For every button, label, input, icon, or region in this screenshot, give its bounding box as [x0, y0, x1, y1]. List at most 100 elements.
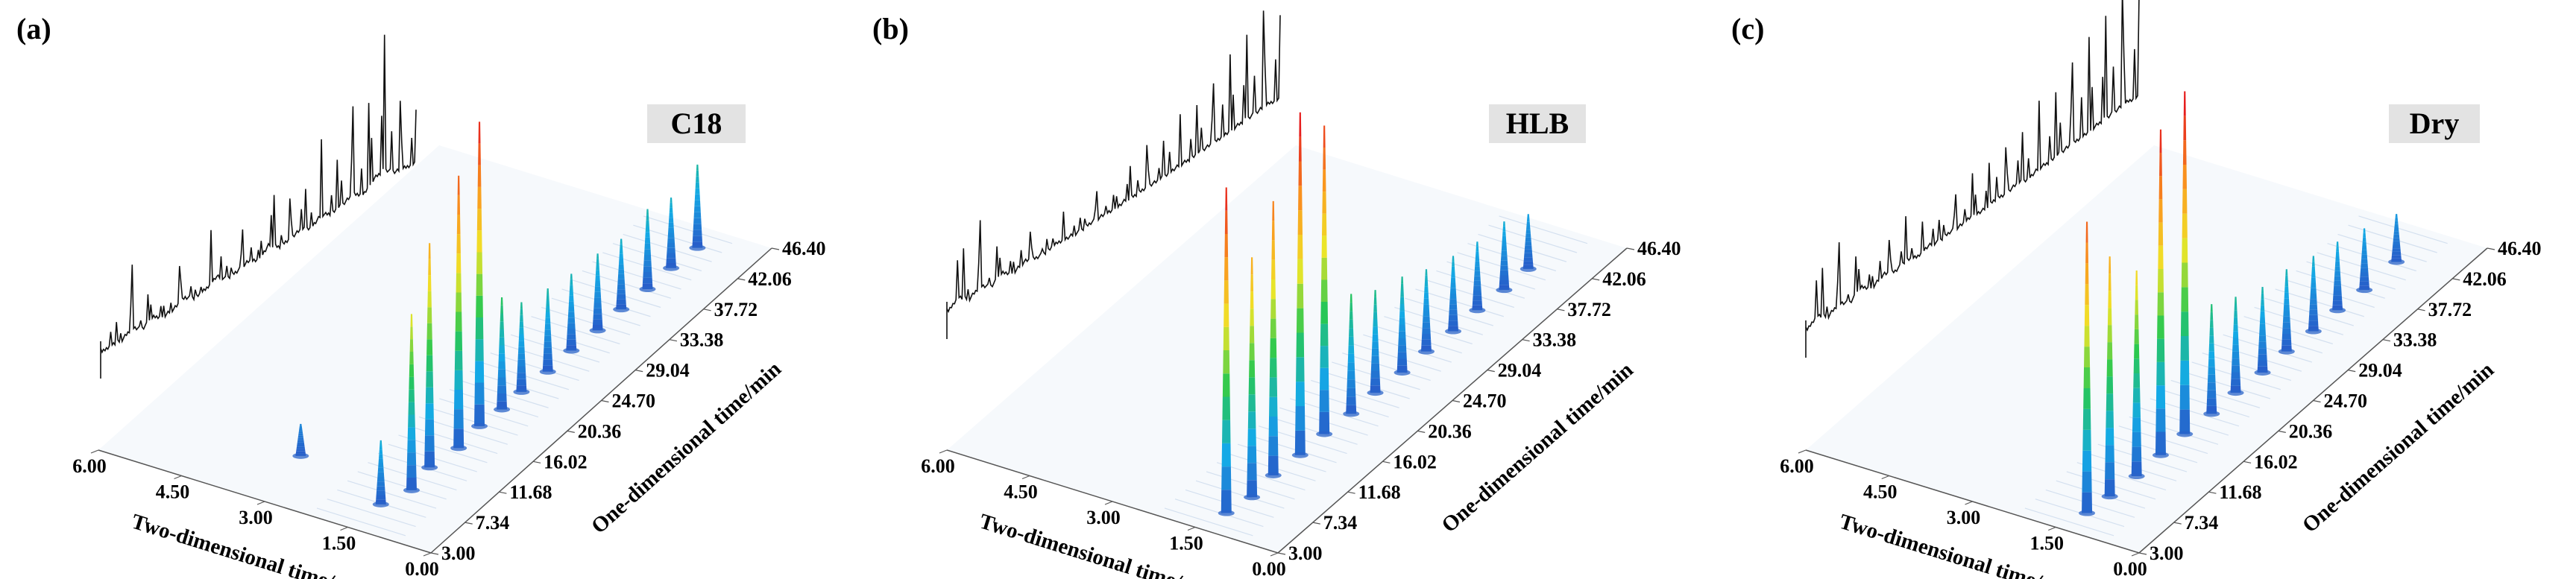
y-tick-label: 11.68 — [509, 481, 552, 503]
floor-streak — [2129, 416, 2219, 445]
surface-peak — [2101, 256, 2118, 500]
y-tick-label: 37.72 — [1567, 299, 1611, 320]
floor-streak — [2348, 224, 2437, 253]
y-tick-mark — [499, 491, 507, 494]
y-tick-label: 37.72 — [714, 299, 758, 320]
x-tick-mark — [1798, 449, 1807, 454]
y-tick-label: 3.00 — [1288, 542, 1323, 564]
y-tick-label: 33.38 — [680, 329, 724, 351]
floor-streak — [2358, 215, 2448, 244]
floor-streak — [327, 499, 416, 528]
y-tick-label: 29.04 — [1498, 360, 1542, 382]
x-tick-label: 4.50 — [1863, 481, 1898, 503]
y-tick-mark — [2452, 278, 2460, 281]
floor-streak — [2108, 434, 2198, 463]
floor-streak — [2264, 297, 2354, 326]
x-tick-label: 1.50 — [322, 533, 356, 554]
y-tick-label: 46.40 — [782, 238, 826, 259]
floor-streak — [2024, 507, 2114, 537]
x-tick-mark — [1187, 526, 1196, 531]
y-tick-label: 37.72 — [2428, 299, 2472, 320]
y-tick-mark — [2348, 370, 2356, 373]
floor-streak — [2306, 261, 2396, 290]
surface-peak — [292, 423, 309, 459]
surface-peak — [2356, 228, 2373, 294]
surface-peak — [589, 253, 606, 334]
surface-peak — [2278, 269, 2295, 355]
floor-plane — [1806, 145, 2487, 553]
x-tick-mark — [90, 449, 99, 454]
floor-streak — [1373, 325, 1462, 354]
tic-trace — [946, 10, 1281, 314]
floor-streak — [520, 325, 610, 354]
y-tick-mark — [465, 522, 473, 525]
y-tick-mark — [2382, 339, 2391, 342]
surface-peak — [494, 297, 511, 413]
floor-streak — [1342, 352, 1431, 382]
y-tick-mark — [532, 461, 541, 463]
floor-streak — [2233, 325, 2323, 354]
y-tick-mark — [430, 552, 439, 555]
floor-streak — [409, 425, 498, 455]
y-tick-label: 11.68 — [2219, 481, 2261, 503]
x-tick-mark — [1270, 552, 1279, 557]
floor-streak — [643, 215, 733, 244]
y-tick-label: 42.06 — [748, 268, 792, 290]
x-tick-label: 6.00 — [921, 455, 955, 477]
y-tick-mark — [1277, 552, 1286, 555]
surface-peak — [471, 121, 488, 429]
panel-a: (a) C18 6.00 4.50 3.00 1.50 0.00 3.00 7.34 11.68 1… — [0, 0, 858, 579]
y-tick-mark — [2417, 309, 2425, 311]
x-tick-label: 3.00 — [1947, 507, 1981, 528]
surface-peak — [1367, 290, 1384, 396]
floor-streak — [2181, 370, 2271, 399]
x-tick-mark — [256, 501, 265, 505]
x-tick-label: 4.50 — [1004, 481, 1038, 503]
panel-label: (b) — [872, 12, 909, 45]
sample-label: HLB — [1506, 107, 1569, 140]
floor-streak — [2275, 288, 2364, 317]
y-tick-mark — [1626, 247, 1635, 250]
y-tick-mark — [2278, 430, 2286, 433]
y-tick-mark — [2138, 552, 2147, 555]
y-tick-mark — [669, 339, 678, 342]
panel-label: (c) — [1731, 12, 1764, 45]
y-tick-label: 29.04 — [2358, 360, 2402, 382]
panel-c: (c) Dry 6.00 4.50 3.00 1.50 0.00 3.00 7.34 11.68 1… — [1718, 0, 2576, 579]
x-tick-label: 3.00 — [1086, 507, 1121, 528]
x-axis-label: Two-dimensional time/s — [977, 510, 1193, 579]
x-tick-label: 0.00 — [405, 558, 439, 579]
floor-streak — [2160, 389, 2250, 418]
x-tick-mark — [423, 552, 432, 557]
x-tick-label: 4.50 — [156, 481, 190, 503]
panel-label: (a) — [16, 12, 51, 45]
floor-streak — [1467, 243, 1557, 272]
y-tick-mark — [771, 247, 780, 250]
y-tick-mark — [1382, 461, 1391, 463]
y-tick-mark — [2173, 522, 2182, 525]
floor-streak — [357, 471, 447, 500]
x-tick-label: 1.50 — [1169, 533, 1203, 554]
y-tick-mark — [1452, 399, 1461, 403]
y-tick-label: 16.02 — [544, 451, 588, 472]
floor-streak — [2254, 306, 2343, 335]
y-tick-mark — [1557, 309, 1565, 311]
floor-streak — [592, 261, 681, 290]
floor-streak — [449, 389, 539, 418]
chart-3d-svg: (c)Dry6.004.503.001.500.003.007.3411.681… — [1731, 0, 2542, 579]
y-tick-mark — [1417, 430, 1426, 433]
surface-peak — [2203, 304, 2220, 417]
floor-streak — [490, 352, 579, 382]
surface-peak — [1244, 257, 1261, 501]
floor-streak — [1478, 233, 1567, 262]
y-tick-label: 20.36 — [578, 420, 622, 442]
x-tick-mark — [1104, 501, 1113, 505]
x-axis-label: Two-dimensional time/s — [1836, 510, 2053, 579]
surface-peak — [1291, 112, 1309, 458]
surface-peak — [2388, 214, 2405, 265]
surface-peak — [663, 197, 680, 271]
floor-streak — [510, 334, 600, 363]
y-tick-mark — [1487, 370, 1495, 373]
floor-streak — [1426, 279, 1515, 309]
y-tick-mark — [1312, 522, 1320, 525]
